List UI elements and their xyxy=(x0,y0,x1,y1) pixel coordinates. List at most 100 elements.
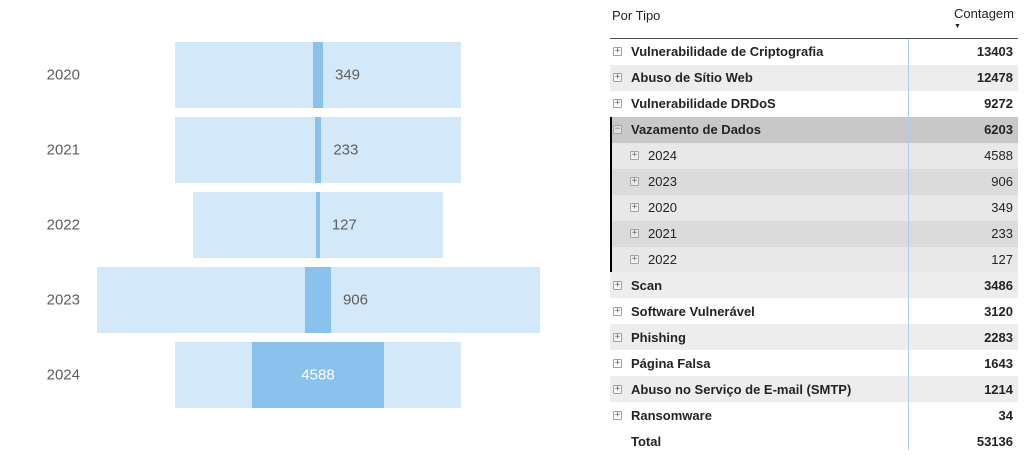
expand-icon[interactable]: + xyxy=(613,331,622,342)
table-row[interactable]: Total 53136 xyxy=(610,428,1018,454)
highlighted-bar[interactable] xyxy=(316,192,320,258)
sort-descending-icon: ▼ xyxy=(954,23,961,30)
row-value: 53136 xyxy=(976,433,1013,449)
highlighted-bar[interactable] xyxy=(312,42,323,108)
funnel-bar-row: 2023 906 xyxy=(0,267,585,333)
row-value: 906 xyxy=(991,174,1013,190)
row-label: 2024 xyxy=(648,148,677,164)
funnel-chart: 2020 349 2021 233 2022 127 2023 906 2024… xyxy=(0,42,585,408)
row-label: 2020 xyxy=(648,200,677,216)
expander-spacer xyxy=(613,437,631,446)
row-label: Phishing xyxy=(631,329,686,345)
row-name-cell: + Software Vulnerável xyxy=(610,304,908,319)
expand-icon[interactable]: + xyxy=(613,357,622,368)
row-label: Ransomware xyxy=(631,407,712,423)
column-header-contagem-label: Contagem xyxy=(954,6,1014,21)
table-row[interactable]: + Ransomware 34 xyxy=(610,402,1018,429)
row-value: 233 xyxy=(991,226,1013,242)
row-value: 9272 xyxy=(984,96,1013,112)
row-label: 2021 xyxy=(648,226,677,242)
table-row[interactable]: + 2020 349 xyxy=(610,194,1018,221)
category-label: 2022 xyxy=(46,216,80,234)
table-row[interactable]: + Software Vulnerável 3120 xyxy=(610,298,1018,325)
table-row[interactable]: + Scan 3486 xyxy=(610,272,1018,299)
row-label: Abuso no Serviço de E-mail (SMTP) xyxy=(631,381,852,397)
row-name-cell: + Abuso de Sítio Web xyxy=(610,70,908,85)
row-label: 2022 xyxy=(648,251,677,267)
table-row[interactable]: + 2021 233 xyxy=(610,220,1018,247)
row-value: 13403 xyxy=(976,44,1013,60)
expand-icon[interactable]: + xyxy=(613,72,622,83)
row-name-cell: + 2024 xyxy=(610,148,908,163)
collapse-icon[interactable]: − xyxy=(613,124,622,135)
expand-icon[interactable]: + xyxy=(613,279,622,290)
row-label: Vulnerabilidade de Criptografia xyxy=(631,44,824,60)
row-value: 2283 xyxy=(984,329,1013,345)
table-row[interactable]: + Abuso no Serviço de E-mail (SMTP) 1214 xyxy=(610,376,1018,403)
row-value: 127 xyxy=(991,251,1013,267)
row-label: Total xyxy=(631,433,662,449)
row-label: Abuso de Sítio Web xyxy=(631,70,753,86)
matrix-visual: Por Tipo Contagem ▼ + Vulnerabilidade de… xyxy=(610,0,1018,455)
table-row[interactable]: + Página Falsa 1643 xyxy=(610,350,1018,377)
data-label: 906 xyxy=(342,291,368,309)
expand-icon[interactable]: + xyxy=(613,98,622,109)
row-label: Página Falsa xyxy=(631,355,711,371)
expand-icon[interactable]: + xyxy=(630,228,639,239)
row-name-cell: + Vulnerabilidade de Criptografia xyxy=(610,44,908,59)
highlighted-bar[interactable] xyxy=(305,267,331,333)
data-label: 349 xyxy=(335,66,361,84)
expand-icon[interactable]: + xyxy=(613,409,622,420)
data-label: 233 xyxy=(333,141,359,159)
table-row[interactable]: − Vazamento de Dados 6203 xyxy=(610,116,1018,143)
row-label: Scan xyxy=(631,277,663,293)
row-name-cell: Total xyxy=(610,434,908,449)
matrix-body: + Vulnerabilidade de Criptografia 13403 … xyxy=(610,39,1018,454)
table-row[interactable]: + Vulnerabilidade de Criptografia 13403 xyxy=(610,39,1018,65)
expand-icon[interactable]: + xyxy=(630,176,639,187)
row-value: 1643 xyxy=(984,355,1013,371)
expand-icon[interactable]: + xyxy=(613,383,622,394)
matrix-header-row: Por Tipo Contagem ▼ xyxy=(610,0,1018,39)
table-row[interactable]: + Abuso de Sítio Web 12478 xyxy=(610,64,1018,91)
table-row[interactable]: + Phishing 2283 xyxy=(610,324,1018,351)
table-row[interactable]: + Vulnerabilidade DRDoS 9272 xyxy=(610,90,1018,117)
highlighted-bar[interactable] xyxy=(252,342,384,408)
row-name-cell: + Abuso no Serviço de E-mail (SMTP) xyxy=(610,382,908,397)
column-header-por-tipo[interactable]: Por Tipo xyxy=(612,8,661,23)
expand-icon[interactable]: + xyxy=(630,253,639,264)
data-label: 4588 xyxy=(301,366,335,384)
row-label: 2023 xyxy=(648,174,677,190)
data-label: 127 xyxy=(331,216,357,234)
row-name-cell: − Vazamento de Dados xyxy=(610,122,908,137)
table-row[interactable]: + 2024 4588 xyxy=(610,142,1018,169)
expand-icon[interactable]: + xyxy=(613,46,622,57)
row-name-cell: + Scan xyxy=(610,278,908,293)
expand-icon[interactable]: + xyxy=(630,202,639,213)
row-name-cell: + 2021 xyxy=(610,226,908,241)
row-name-cell: + Vulnerabilidade DRDoS xyxy=(610,96,908,111)
row-value: 3120 xyxy=(984,303,1013,319)
column-header-contagem[interactable]: Contagem ▼ xyxy=(954,6,1014,30)
table-row[interactable]: + 2023 906 xyxy=(610,168,1018,195)
row-name-cell: + Página Falsa xyxy=(610,356,908,371)
row-name-cell: + 2022 xyxy=(610,252,908,267)
row-name-cell: + Phishing xyxy=(610,330,908,345)
row-name-cell: + 2023 xyxy=(610,174,908,189)
row-value: 6203 xyxy=(984,122,1013,138)
category-label: 2021 xyxy=(46,141,80,159)
row-value: 4588 xyxy=(984,148,1013,164)
funnel-bar-row: 2021 233 xyxy=(0,117,585,183)
row-label: Vazamento de Dados xyxy=(631,122,762,138)
highlighted-bar[interactable] xyxy=(314,117,322,183)
column-separator xyxy=(908,39,909,450)
row-name-cell: + Ransomware xyxy=(610,408,908,423)
expand-icon[interactable]: + xyxy=(613,305,622,316)
row-value: 12478 xyxy=(976,70,1013,86)
row-value: 3486 xyxy=(984,277,1013,293)
row-value: 349 xyxy=(991,200,1013,216)
expand-icon[interactable]: + xyxy=(630,150,639,161)
funnel-bar-row: 2020 349 xyxy=(0,42,585,108)
table-row[interactable]: + 2022 127 xyxy=(610,246,1018,273)
